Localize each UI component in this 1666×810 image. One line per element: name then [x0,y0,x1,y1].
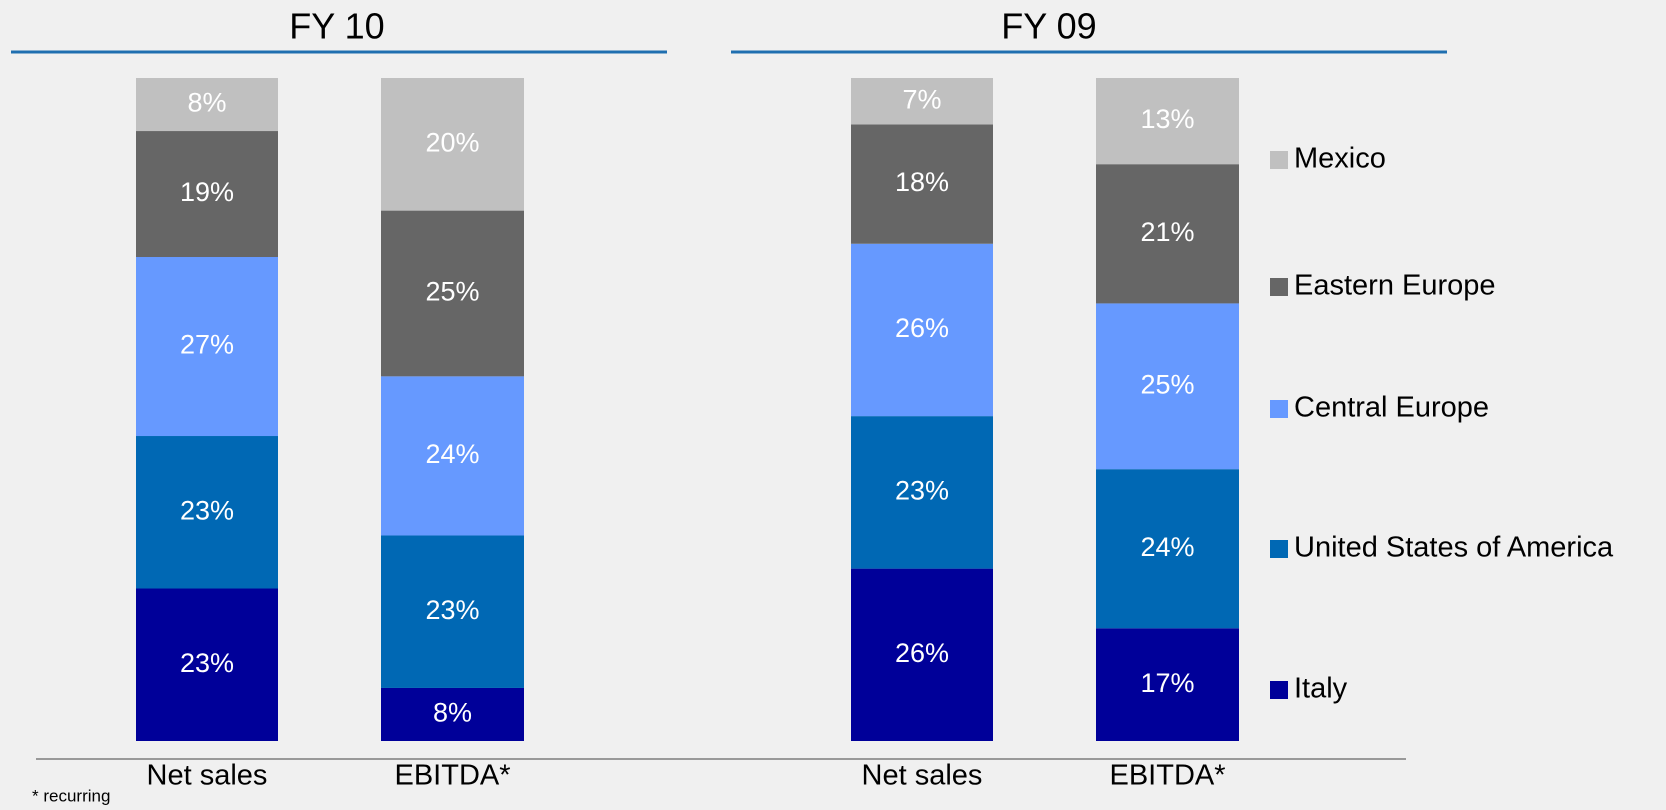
legend-swatch [1270,540,1288,558]
bar-segment [1096,628,1239,741]
bar-segment [381,535,524,688]
x-tick-label: Net sales [147,760,268,792]
legend-label: United States of America [1294,532,1614,564]
bar-segment [851,568,993,741]
bar-segment [381,687,524,741]
data-label: 23% [180,648,234,678]
bar-segment [1096,469,1239,629]
data-label: 17% [1140,668,1194,698]
data-label: 26% [895,313,949,343]
bar-segment [851,124,993,244]
data-label: 21% [1140,217,1194,247]
data-label: 23% [425,595,479,625]
data-label: 26% [895,638,949,668]
legend-swatch [1270,400,1288,418]
bar-segment [136,436,278,589]
legend-swatch [1270,151,1288,169]
bar-segment [381,376,524,536]
data-label: 27% [180,330,234,360]
x-tick-label: EBITDA* [394,760,510,792]
bar-segment [851,243,993,417]
footnote: * recurring [32,786,110,805]
legend-swatch [1270,681,1288,699]
legend-label: Central Europe [1294,392,1489,424]
legend-label: Mexico [1294,143,1386,175]
bar-segment [851,78,993,125]
data-label: 13% [1140,104,1194,134]
bar-segment [136,131,278,258]
data-label: 23% [895,476,949,506]
bar-segment [136,588,278,741]
bar-segment [851,416,993,569]
data-label: 24% [425,439,479,469]
bar-segment [136,78,278,132]
bar-segment [381,78,524,211]
data-label: 8% [433,698,472,728]
data-label: 19% [180,177,234,207]
data-label: 18% [895,167,949,197]
legend-swatch [1270,278,1288,296]
bar-segment [1096,78,1239,165]
legend-label: Eastern Europe [1294,270,1496,302]
data-label: 7% [902,84,941,114]
bar-segment [136,257,278,437]
x-tick-label: EBITDA* [1109,760,1225,792]
data-label: 20% [425,127,479,157]
bar-segment [381,210,524,377]
bar-segment [1096,164,1239,304]
chart-title: FY 09 [1001,6,1096,47]
data-label: 8% [187,88,226,118]
bar-segment [1096,303,1239,470]
data-label: 23% [180,495,234,525]
x-tick-label: Net sales [862,760,983,792]
data-label: 25% [425,277,479,307]
legend-label: Italy [1294,673,1348,705]
data-label: 25% [1140,369,1194,399]
chart-title: FY 10 [289,6,384,47]
data-label: 24% [1140,532,1194,562]
